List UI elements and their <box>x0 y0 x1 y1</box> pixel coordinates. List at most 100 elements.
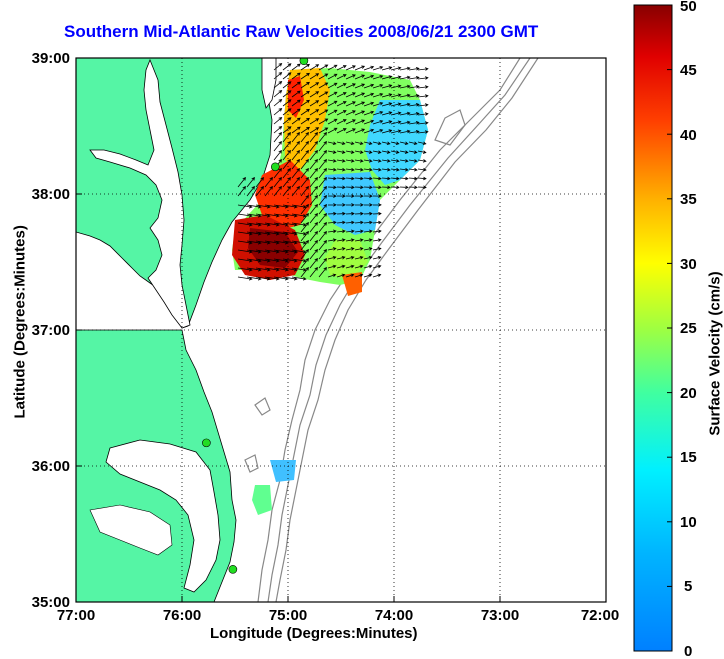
velocity-arrow <box>300 90 310 98</box>
velocity-arrow <box>417 94 429 98</box>
velocity-arrow <box>345 255 355 260</box>
velocity-arrow <box>336 220 346 225</box>
velocity-arrow <box>354 141 364 146</box>
velocity-arrow <box>309 127 320 134</box>
velocity-arrow <box>291 117 301 125</box>
velocity-arrow <box>372 111 384 116</box>
velocity-arrow <box>318 91 329 98</box>
y-tick-label: 38:00 <box>32 186 70 203</box>
velocity-arrow <box>291 185 300 197</box>
velocity-arrow <box>345 229 355 234</box>
velocity-arrow <box>381 102 393 107</box>
velocity-arrow <box>327 273 337 278</box>
velocity-arrow <box>345 176 355 181</box>
velocity-arrow <box>318 131 327 143</box>
velocity-arrow <box>327 238 337 242</box>
velocity-arrow <box>372 203 382 207</box>
velocity-arrow <box>399 93 411 98</box>
velocity-arrow <box>318 185 327 197</box>
velocity-arrow <box>417 159 427 163</box>
velocity-arrow <box>417 112 429 116</box>
velocity-arrow <box>381 150 391 154</box>
velocity-arrow <box>309 194 318 206</box>
velocity-arrow <box>309 64 320 71</box>
velocity-arrow <box>408 176 418 181</box>
velocity-arrow <box>345 264 355 269</box>
velocity-arrow <box>291 81 301 89</box>
velocity-arrow <box>318 158 327 170</box>
velocity-arrow <box>273 185 282 197</box>
velocity-arrow <box>282 140 291 152</box>
velocity-arrow <box>417 85 429 89</box>
colorbar-tick-label: 40 <box>680 127 697 144</box>
colorbar-tick-marks <box>667 4 672 652</box>
velocity-arrow <box>390 84 402 89</box>
velocity-arrow <box>327 229 337 234</box>
y-tick-label: 35:00 <box>32 594 70 611</box>
velocity-arrow <box>282 117 292 125</box>
velocity-arrow <box>309 158 318 170</box>
velocity-arrow <box>408 67 420 71</box>
station-marker <box>228 565 238 574</box>
velocity-arrow <box>300 131 309 143</box>
velocity-arrow <box>345 101 356 107</box>
velocity-arrow <box>300 239 309 251</box>
velocity-arrow <box>372 93 384 98</box>
velocity-arrow <box>390 102 402 107</box>
velocity-arrow <box>291 240 307 245</box>
velocity-arrow <box>291 176 300 188</box>
velocity-arrow <box>273 149 282 161</box>
velocity-arrow <box>372 120 384 125</box>
velocity-arrow <box>336 119 347 125</box>
velocity-arrow <box>354 176 364 181</box>
velocity-arrow <box>399 176 409 181</box>
y-axis-label: Latitude (Degrees:Minutes) <box>11 225 29 419</box>
velocity-arrow <box>309 167 318 179</box>
velocity-arrow <box>336 229 346 234</box>
velocity-arrow <box>363 167 373 172</box>
pamlico-sound-west <box>89 504 173 556</box>
x-axis-label: Longitude (Degrees:Minutes) <box>210 625 418 642</box>
velocity-arrow <box>372 220 382 225</box>
velocity-arrow <box>363 92 375 98</box>
velocity-arrow <box>372 264 382 269</box>
velocity-arrow <box>273 71 283 80</box>
velocity-arrow <box>399 129 411 134</box>
velocity-arrow <box>408 130 420 134</box>
velocity-arrow <box>336 159 346 163</box>
velocity-arrow <box>390 120 402 125</box>
velocity-arrow <box>381 66 393 71</box>
velocity-arrow <box>309 73 320 80</box>
colorbar <box>633 4 673 652</box>
velocity-arrow <box>417 141 427 146</box>
velocity-arrow <box>345 65 356 71</box>
velocity-arrow <box>318 266 327 278</box>
velocity-arrow <box>354 159 364 163</box>
velocity-arrow <box>345 238 355 242</box>
velocity-arrow <box>336 101 347 107</box>
velocity-arrow <box>345 203 355 207</box>
velocity-arrow <box>282 90 292 98</box>
velocity-arrow <box>300 194 309 206</box>
velocity-arrow <box>300 257 309 269</box>
velocity-arrow <box>372 159 382 163</box>
x-tick-labels: 77:00 76:00 75:00 74:00 73:00 72:00 <box>57 607 619 624</box>
velocity-arrow <box>372 255 382 260</box>
velocity-arrow <box>363 128 375 134</box>
velocity-arrow <box>318 100 329 107</box>
colorbar-tick-label: 0 <box>684 643 692 659</box>
velocity-arrow <box>246 176 255 188</box>
velocity-arrow <box>282 149 291 161</box>
velocity-arrow <box>372 229 382 234</box>
velocity-arrow <box>300 72 310 80</box>
velocity-arrow <box>363 247 373 251</box>
velocity-arrow <box>291 99 301 107</box>
velocity-arrow <box>300 248 309 260</box>
velocity-arrow <box>354 128 366 134</box>
velocity-arrow <box>381 167 391 172</box>
velocity-arrow <box>345 92 356 98</box>
velocity-arrow <box>372 238 382 242</box>
velocity-arrow <box>381 93 393 98</box>
velocity-arrow <box>399 102 411 107</box>
velocity-arrow <box>282 185 291 197</box>
